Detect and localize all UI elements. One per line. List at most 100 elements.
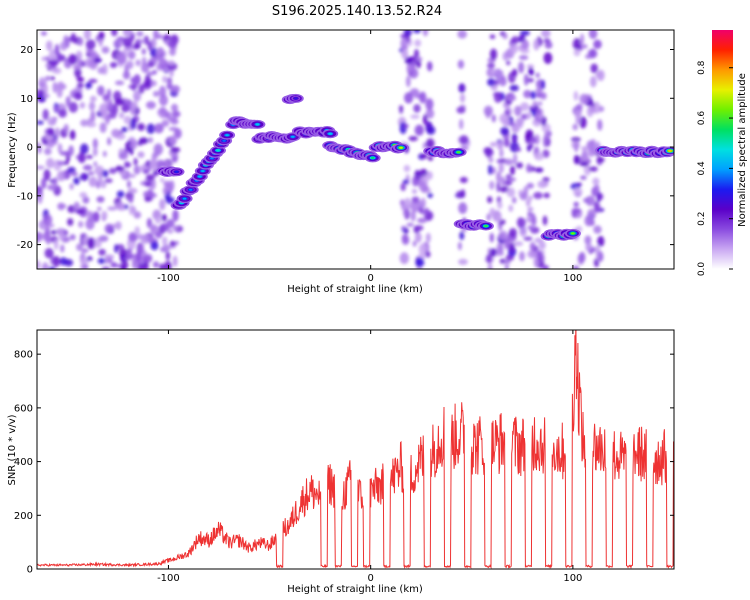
spectrogram-noise-blob — [37, 165, 45, 170]
spectrogram-noise-blob — [136, 31, 144, 37]
spectrogram-noise-blob — [457, 59, 465, 69]
spectrogram-noise-blob — [499, 243, 504, 255]
spectrogram-noise-blob — [161, 236, 168, 246]
spectrogram-noise-blob — [73, 177, 80, 185]
spectrogram-noise-blob — [508, 228, 517, 238]
spectrogram-noise-blob — [513, 241, 524, 247]
spectrogram-noise-blob — [459, 231, 465, 241]
spectrogram-noise-blob — [80, 172, 89, 181]
spectrogram-noise-blob — [169, 240, 176, 247]
spectrogram-noise-blob — [101, 266, 111, 269]
spectrogram-noise-blob — [89, 95, 97, 102]
spectrogram-noise-blob — [55, 127, 60, 139]
spectrogram-noise-blob — [160, 177, 165, 183]
spectrogram-noise-blob — [526, 163, 532, 173]
spectrogram-noise-blob — [88, 78, 98, 84]
spectrogram-noise-blob — [137, 242, 145, 254]
spectrogram-noise-blob — [578, 251, 586, 263]
spectrogram-noise-blob — [156, 47, 164, 55]
spectrogram-noise-blob — [511, 68, 518, 77]
spectrogram-y-tick-label: -10 — [17, 191, 33, 202]
spectrogram-noise-blob — [52, 255, 61, 268]
spectrogram-noise-blob — [59, 257, 68, 266]
spectrogram-noise-blob — [412, 240, 417, 247]
spectrogram-noise-blob — [172, 225, 179, 231]
spectrogram-noise-blob — [597, 251, 604, 262]
spectrogram-noise-blob — [81, 248, 89, 253]
spectrogram-noise-blob — [171, 85, 180, 94]
spectrogram-noise-blob — [47, 184, 58, 191]
spectrogram-noise-blob — [79, 102, 86, 109]
spectrogram-noise-blob — [77, 153, 86, 164]
spectrogram-noise-blob — [98, 31, 105, 40]
spectrogram-noise-blob — [37, 231, 42, 243]
spectrogram-noise-blob — [593, 184, 600, 195]
snr-x-tick-label: 0 — [367, 573, 373, 584]
spectrogram-noise-blob — [427, 192, 433, 198]
spectrogram-noise-blob — [597, 235, 605, 247]
spectrogram-signal-blob — [198, 175, 202, 178]
spectrogram-noise-blob — [594, 202, 601, 213]
spectrogram-noise-blob — [516, 217, 527, 228]
spectrogram-noise-blob — [173, 128, 182, 139]
spectrogram-noise-blob — [124, 102, 129, 113]
spectrogram-noise-blob — [53, 177, 58, 186]
spectrogram-noise-blob — [122, 30, 133, 37]
spectrogram-noise-blob — [148, 137, 154, 143]
spectrogram-noise-blob — [116, 244, 125, 250]
spectrogram-signal-blob — [456, 151, 461, 154]
spectrogram-noise-blob — [159, 106, 167, 115]
snr-frame — [36, 329, 675, 570]
spectrogram-noise-blob — [159, 198, 166, 211]
spectrogram-noise-blob — [37, 193, 43, 205]
spectrogram-noise-blob — [504, 265, 510, 269]
spectrogram-noise-blob — [503, 260, 511, 265]
spectrogram-noise-blob — [45, 56, 50, 61]
spectrogram-signal-blob — [222, 139, 226, 142]
spectrogram-noise-blob — [408, 136, 418, 142]
spectrogram-noise-blob — [97, 66, 106, 75]
spectrogram-noise-blob — [489, 142, 498, 147]
spectrogram-noise-blob — [39, 78, 47, 83]
spectrogram-noise-blob — [80, 119, 89, 127]
spectrogram-x-tick-label: 100 — [563, 273, 582, 284]
spectrogram-noise-blob — [69, 183, 74, 190]
spectrogram-noise-blob — [170, 118, 179, 125]
spectrogram-noise-blob — [460, 189, 466, 198]
spectrogram-noise-blob — [102, 169, 109, 178]
spectrogram-noise-blob — [44, 147, 52, 156]
spectrogram-noise-blob — [588, 49, 598, 59]
colorbar-tick-label: 0.4 — [697, 161, 707, 176]
spectrogram-noise-blob — [113, 39, 123, 49]
spectrogram-noise-blob — [146, 123, 155, 135]
spectrogram-noise-blob — [112, 103, 119, 115]
spectrogram-noise-blob — [108, 100, 113, 110]
spectrogram-noise-blob — [527, 225, 534, 230]
spectrogram-noise-blob — [459, 93, 466, 103]
spectrogram-noise-blob — [483, 105, 493, 117]
spectrogram-noise-blob — [593, 225, 602, 234]
spectrogram-noise-blob — [403, 197, 412, 210]
spectrogram-noise-blob — [45, 157, 55, 169]
spectrogram-noise-blob — [572, 123, 578, 131]
spectrogram-noise-blob — [596, 157, 605, 163]
spectrogram-noise-blob — [105, 115, 110, 125]
spectrogram-noise-blob — [88, 176, 98, 188]
spectrogram-noise-blob — [65, 96, 71, 107]
spectrogram-noise-blob — [37, 120, 44, 125]
spectrogram-noise-blob — [114, 98, 125, 106]
colorbar-label: Normalized spectral amplitude — [737, 73, 748, 227]
spectrogram-noise-blob — [512, 153, 518, 165]
spectrogram-noise-blob — [538, 241, 546, 250]
spectrogram-noise-blob — [137, 151, 145, 158]
spectrogram-noise-blob — [508, 204, 514, 212]
spectrogram-noise-blob — [511, 196, 517, 204]
spectrogram-noise-blob — [167, 40, 177, 49]
spectrogram-noise-blob — [508, 242, 515, 253]
spectrogram-noise-blob — [97, 171, 103, 184]
spectrogram-noise-blob — [101, 210, 108, 220]
spectrogram-noise-blob — [69, 129, 76, 140]
spectrogram-noise-blob — [42, 93, 50, 98]
spectrogram-noise-blob — [45, 75, 51, 81]
